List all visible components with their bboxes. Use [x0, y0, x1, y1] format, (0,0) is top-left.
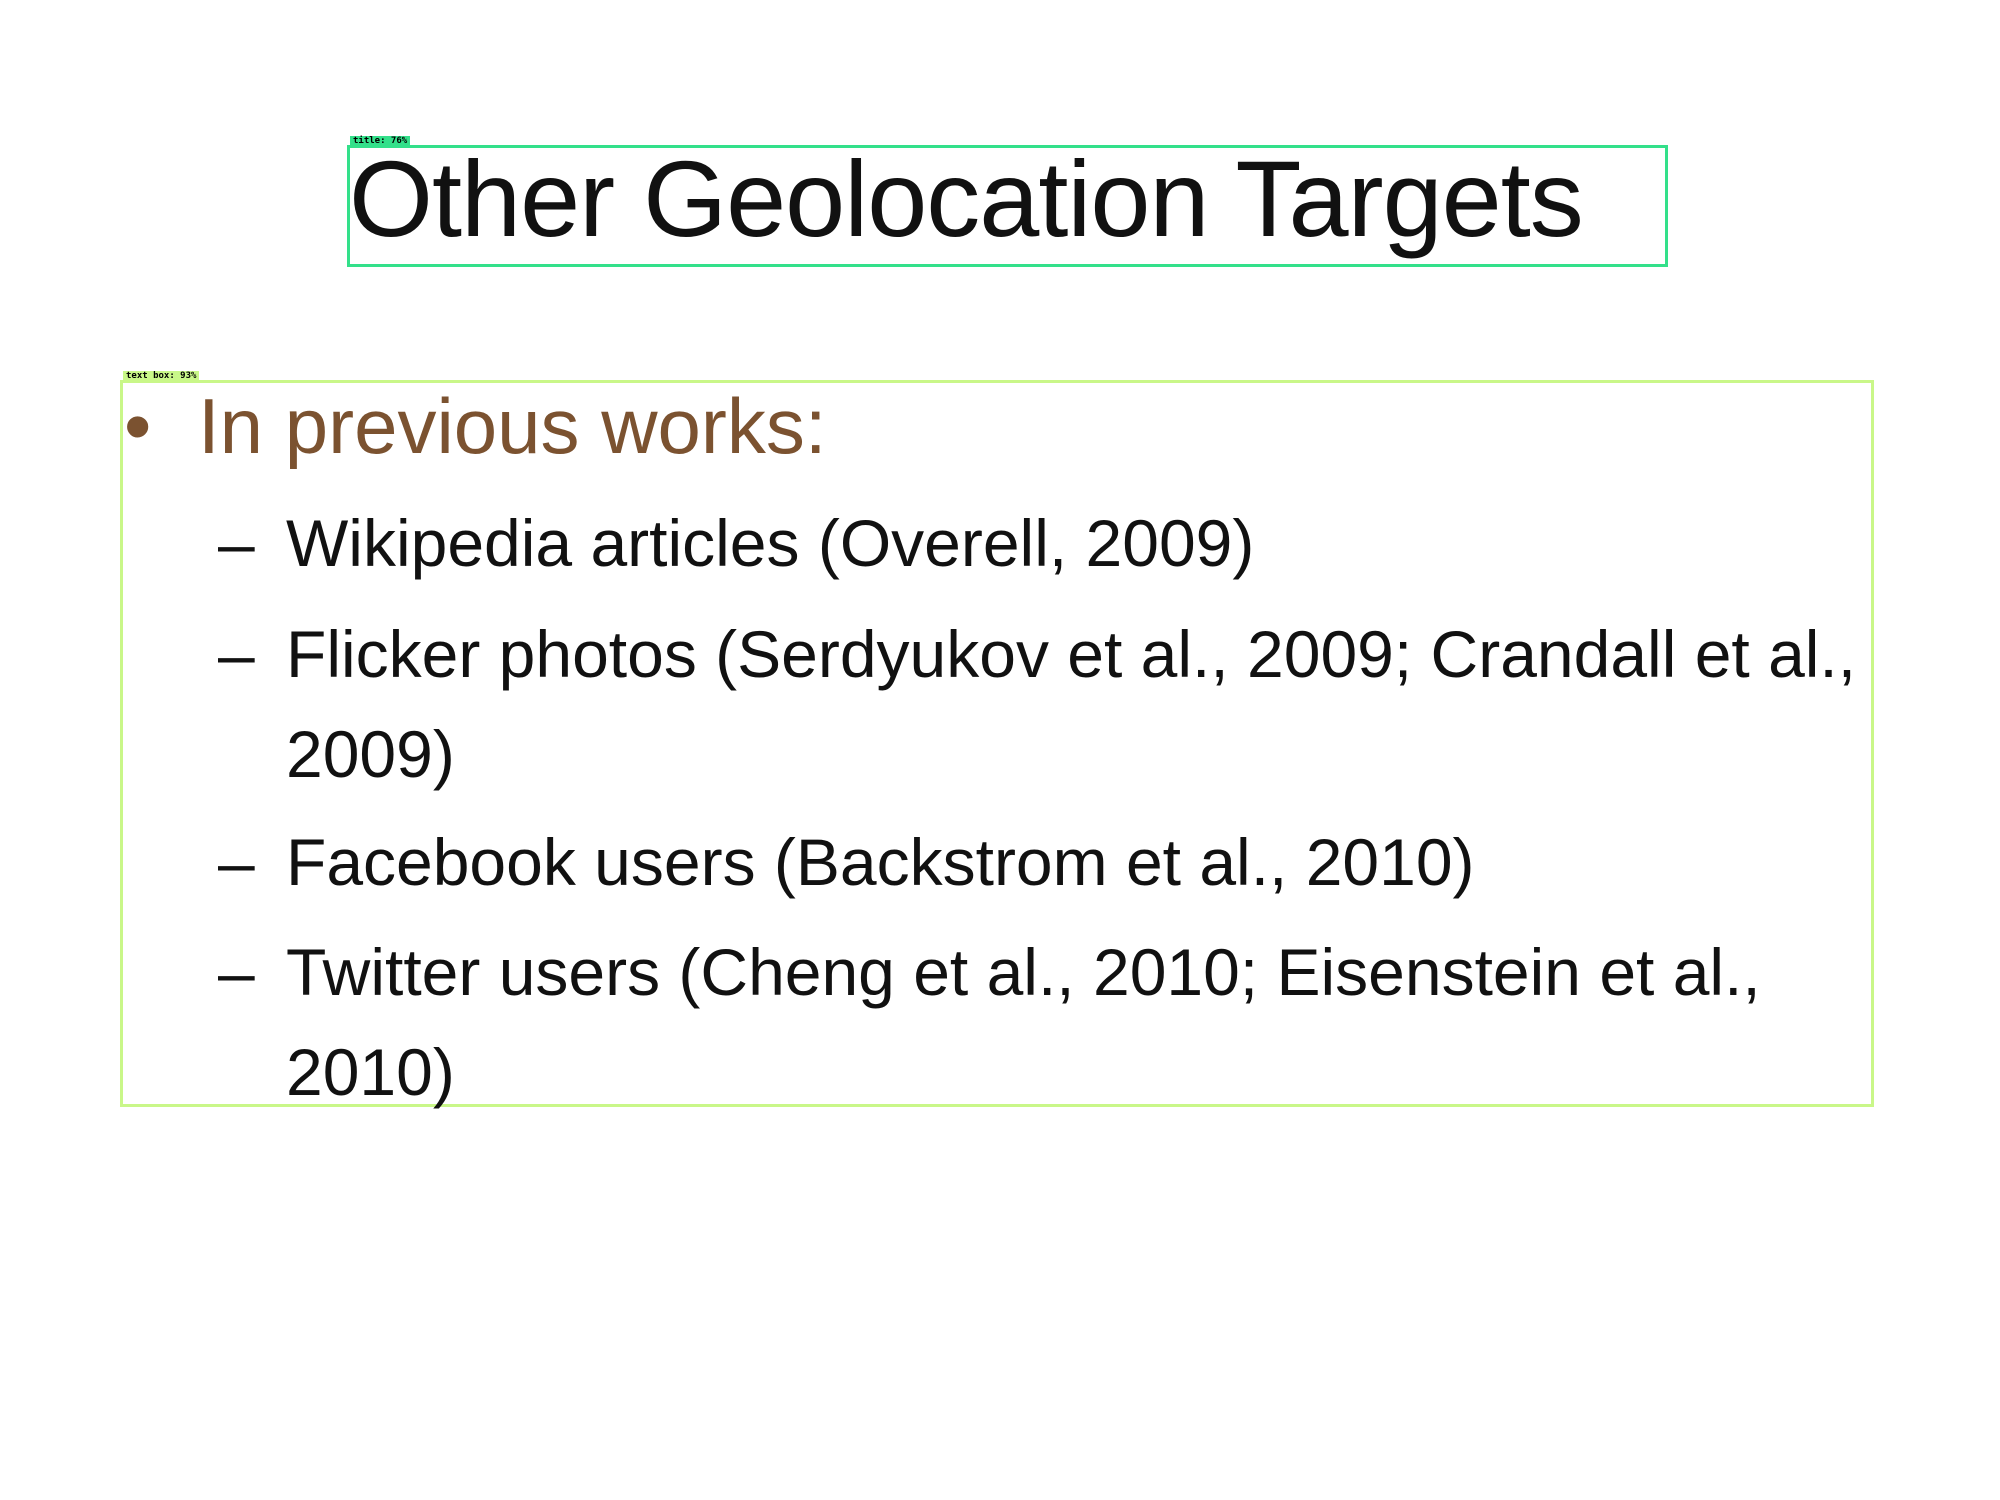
sub-item-text: Facebook users (Backstrom et al., 2010)	[286, 825, 1475, 899]
dash-marker: –	[218, 506, 255, 580]
title-detection-label: title: 76%	[350, 136, 411, 147]
text-box-detection-box: text box: 93%	[120, 371, 1874, 1107]
dash-marker: –	[218, 617, 255, 691]
sub-list-item: – Facebook users (Backstrom et al., 2010…	[218, 812, 1876, 912]
dash-marker: –	[218, 825, 255, 899]
sub-list-item: – Twitter users (Cheng et al., 2010; Eis…	[218, 922, 1876, 1122]
title-detection-box: title: 76%	[347, 136, 1668, 267]
bullet-text: In previous works:	[198, 382, 827, 470]
text-box-detection-label: text box: 93%	[123, 371, 200, 382]
sub-item-text: Twitter users (Cheng et al., 2010; Eisen…	[286, 935, 1761, 1109]
dash-marker: –	[218, 935, 255, 1009]
slide-title: Other Geolocation Targets	[349, 138, 1584, 259]
sub-list-item: – Wikipedia articles (Overell, 2009)	[218, 493, 1876, 593]
sub-item-text: Flicker photos (Serdyukov et al., 2009; …	[286, 617, 1857, 791]
bullet-marker: •	[124, 382, 152, 470]
sub-list-item: – Flicker photos (Serdyukov et al., 2009…	[218, 604, 1876, 804]
sub-item-text: Wikipedia articles (Overell, 2009)	[286, 506, 1255, 580]
